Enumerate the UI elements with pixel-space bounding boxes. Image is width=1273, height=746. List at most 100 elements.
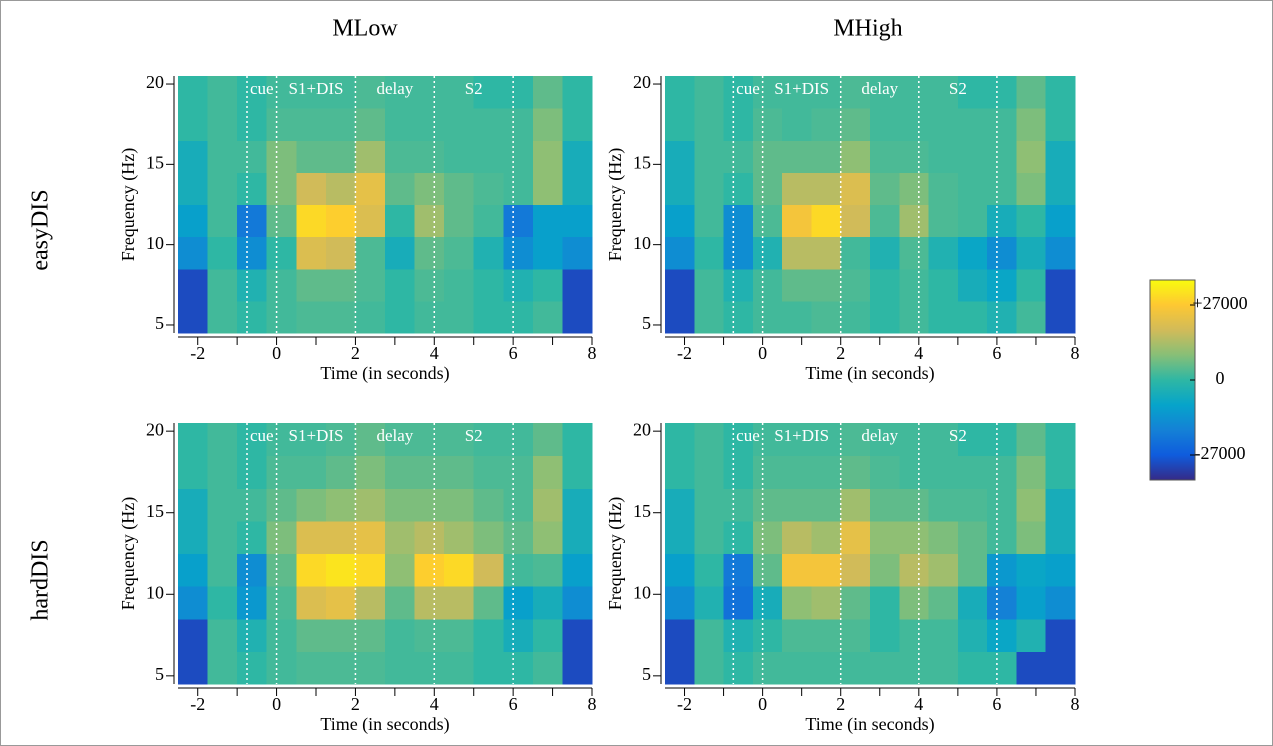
heatmap-cell bbox=[694, 300, 725, 334]
heatmap-cell bbox=[296, 553, 327, 587]
heatmap-cell bbox=[840, 520, 871, 554]
heatmap-cell bbox=[957, 651, 988, 685]
y-axis-title: Frequency (Hz) bbox=[605, 497, 626, 610]
y-tick-label: 10 bbox=[633, 582, 651, 602]
heatmap-cell bbox=[811, 76, 842, 109]
heatmap-cell bbox=[207, 586, 238, 620]
heatmap-cell bbox=[237, 172, 268, 205]
heatmap-cell bbox=[723, 300, 754, 334]
heatmap-cell bbox=[870, 268, 900, 302]
heatmap-cell bbox=[237, 520, 268, 554]
heatmap-cell bbox=[266, 618, 297, 652]
heatmap-cell bbox=[1016, 488, 1047, 522]
heatmap-cell bbox=[532, 520, 563, 554]
y-tick-label: 15 bbox=[633, 152, 651, 172]
heatmap-cell bbox=[237, 618, 268, 652]
heatmap-cell bbox=[694, 268, 725, 302]
heatmap-cell bbox=[899, 108, 930, 141]
heatmap-cell bbox=[1016, 586, 1047, 620]
heatmap-cell bbox=[899, 553, 930, 587]
y-tick-label: 20 bbox=[146, 419, 164, 439]
event-label: S2 bbox=[465, 426, 483, 445]
heatmap-cell bbox=[1045, 651, 1076, 685]
heatmap-cell bbox=[178, 172, 209, 205]
heatmap-cell bbox=[870, 520, 900, 554]
heatmap-cell bbox=[207, 618, 238, 652]
heatmap-cell bbox=[782, 268, 812, 302]
y-axis-title: Frequency (Hz) bbox=[118, 148, 139, 261]
heatmap-cell bbox=[1016, 172, 1047, 205]
heatmap-cell bbox=[414, 455, 445, 489]
heatmap-cell bbox=[266, 488, 297, 522]
y-tick-label: 20 bbox=[146, 72, 164, 92]
heatmap-cell bbox=[414, 268, 445, 302]
heatmap-cell bbox=[237, 455, 268, 489]
heatmap-cell bbox=[325, 423, 356, 457]
heatmap-cell bbox=[782, 488, 812, 522]
event-label: S1+DIS bbox=[774, 426, 829, 445]
heatmap-cell bbox=[355, 300, 386, 334]
x-tick-label: 8 bbox=[588, 694, 597, 714]
heatmap-cell bbox=[782, 553, 812, 587]
heatmap-cell bbox=[207, 140, 238, 173]
heatmap-cell bbox=[1016, 268, 1047, 302]
heatmap-cell bbox=[1016, 236, 1047, 270]
heatmap-cell bbox=[355, 618, 386, 652]
heatmap-cell bbox=[237, 108, 268, 141]
x-tick-label: 6 bbox=[992, 694, 1001, 714]
heatmap-cell bbox=[562, 140, 593, 173]
heatmap-cell bbox=[355, 108, 386, 141]
event-label: cue bbox=[250, 426, 274, 445]
heatmap-cell bbox=[503, 236, 534, 270]
heatmap-cell bbox=[296, 488, 327, 522]
heatmap-cell bbox=[532, 488, 563, 522]
heatmap-cell bbox=[385, 300, 416, 334]
heatmap-cell bbox=[928, 236, 959, 270]
heatmap-cell bbox=[782, 423, 812, 457]
heatmap-cell bbox=[694, 488, 725, 522]
heatmap-cell bbox=[355, 140, 386, 173]
heatmap-cell bbox=[723, 140, 754, 173]
heatmap-cell bbox=[1016, 618, 1047, 652]
heatmap-cell bbox=[957, 236, 988, 270]
heatmap-cell bbox=[414, 488, 445, 522]
x-tick-label: -2 bbox=[677, 343, 692, 363]
heatmap-cell bbox=[752, 520, 783, 554]
x-tick-label: 2 bbox=[836, 694, 845, 714]
heatmap-cell bbox=[266, 651, 297, 685]
heatmap-cell bbox=[899, 455, 930, 489]
y-tick-label: 10 bbox=[633, 233, 651, 253]
heatmap-cell bbox=[811, 268, 842, 302]
y-tick-label: 5 bbox=[155, 313, 164, 333]
heatmap-cell bbox=[178, 455, 209, 489]
heatmap-cell bbox=[473, 520, 504, 554]
heatmap-cell bbox=[266, 172, 297, 205]
heatmap-cell bbox=[870, 236, 900, 270]
heatmap-cell bbox=[266, 300, 297, 334]
heatmap-cell bbox=[532, 236, 563, 270]
heatmap-cell bbox=[957, 140, 988, 173]
heatmap-cell bbox=[899, 268, 930, 302]
heatmap-cell bbox=[355, 553, 386, 587]
heatmap-cell bbox=[503, 618, 534, 652]
x-axis-title: Time (in seconds) bbox=[320, 363, 449, 384]
row-title: hardDIS bbox=[28, 539, 54, 620]
heatmap-cell bbox=[414, 236, 445, 270]
heatmap-cell bbox=[296, 108, 327, 141]
heatmap-cell bbox=[752, 423, 783, 457]
heatmap-cell bbox=[665, 651, 695, 685]
heatmap-cell bbox=[355, 520, 386, 554]
heatmap-cell bbox=[899, 520, 930, 554]
heatmap-cell bbox=[385, 520, 416, 554]
heatmap-cell bbox=[782, 76, 812, 109]
heatmap-cell bbox=[782, 140, 812, 173]
heatmap-cell bbox=[840, 455, 871, 489]
heatmap-cell bbox=[1045, 76, 1076, 109]
heatmap-cell bbox=[928, 108, 959, 141]
heatmap-cell bbox=[957, 488, 988, 522]
colorbar-tick-label: +27000 bbox=[1192, 293, 1247, 313]
heatmap-cell bbox=[503, 520, 534, 554]
heatmap-cell bbox=[414, 520, 445, 554]
heatmap-cell bbox=[207, 455, 238, 489]
x-tick-label: 4 bbox=[430, 343, 439, 363]
